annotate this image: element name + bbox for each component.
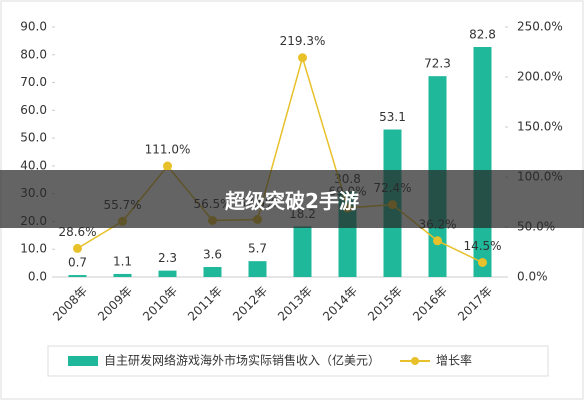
x-tick-label: 2012年	[230, 284, 270, 324]
y2-tick-label: 200.0%	[517, 70, 563, 84]
y-tick-label: 60.0	[20, 103, 47, 117]
y-tick-label: 10.0	[20, 242, 47, 256]
banner-title: 超级突破2手游	[0, 170, 584, 228]
bar	[158, 270, 177, 277]
bar-value-label: 53.1	[379, 110, 406, 124]
x-tick-label: 2011年	[185, 284, 225, 324]
bar	[248, 261, 267, 277]
legend-label: 增长率	[436, 353, 472, 368]
y-tick-label: 0.0	[28, 270, 47, 284]
line	[77, 54, 483, 264]
line-value-label: 14.5%	[463, 239, 501, 253]
bar-value-label: 2.3	[158, 251, 177, 265]
x-tick-label: 2015年	[365, 284, 405, 324]
y-tick-label: 80.0	[20, 47, 47, 61]
bar-value-label: 3.6	[203, 248, 222, 262]
x-tick-label: 2014年	[320, 284, 360, 324]
x-tick-label: 2013年	[275, 284, 315, 324]
y2-tick-label: 150.0%	[517, 120, 563, 134]
bar-value-label: 72.3	[424, 57, 451, 71]
bar-value-label: 5.7	[248, 242, 267, 256]
legend-swatch	[68, 356, 98, 366]
x-tick-label: 2010年	[140, 284, 180, 324]
bar-value-label: 82.8	[469, 28, 496, 42]
x-tick-label: 2016年	[410, 284, 450, 324]
x-tick-label: 2017年	[455, 284, 495, 324]
line-value-label: 28.6%	[58, 225, 96, 239]
legend-swatch	[411, 357, 420, 365]
line-point	[433, 236, 442, 246]
line-point	[73, 243, 82, 253]
y-tick-label: 40.0	[20, 158, 47, 172]
line-point	[478, 258, 487, 267]
y2-tick-label: 250.0%	[517, 20, 563, 34]
bar	[113, 273, 132, 277]
bar	[203, 267, 222, 277]
y-tick-label: 70.0	[20, 75, 47, 89]
legend-box	[47, 345, 549, 377]
legend-label: 自主研发网络游戏海外市场实际销售收入（亿美元）	[104, 353, 380, 368]
bar-value-label: 0.7	[68, 256, 87, 270]
bar-value-label: 1.1	[113, 254, 132, 268]
line-value-label: 111.0%	[145, 143, 191, 157]
line-value-label: 219.3%	[280, 34, 326, 48]
bar	[293, 226, 312, 277]
x-tick-label: 2009年	[95, 284, 135, 324]
line-point	[163, 161, 172, 171]
y2-tick-label: 0.0%	[517, 270, 548, 284]
bar	[68, 275, 87, 277]
x-tick-label: 2008年	[50, 284, 90, 324]
y-tick-label: 50.0	[20, 131, 47, 145]
line-point	[298, 53, 307, 63]
y-tick-label: 90.0	[20, 20, 47, 34]
